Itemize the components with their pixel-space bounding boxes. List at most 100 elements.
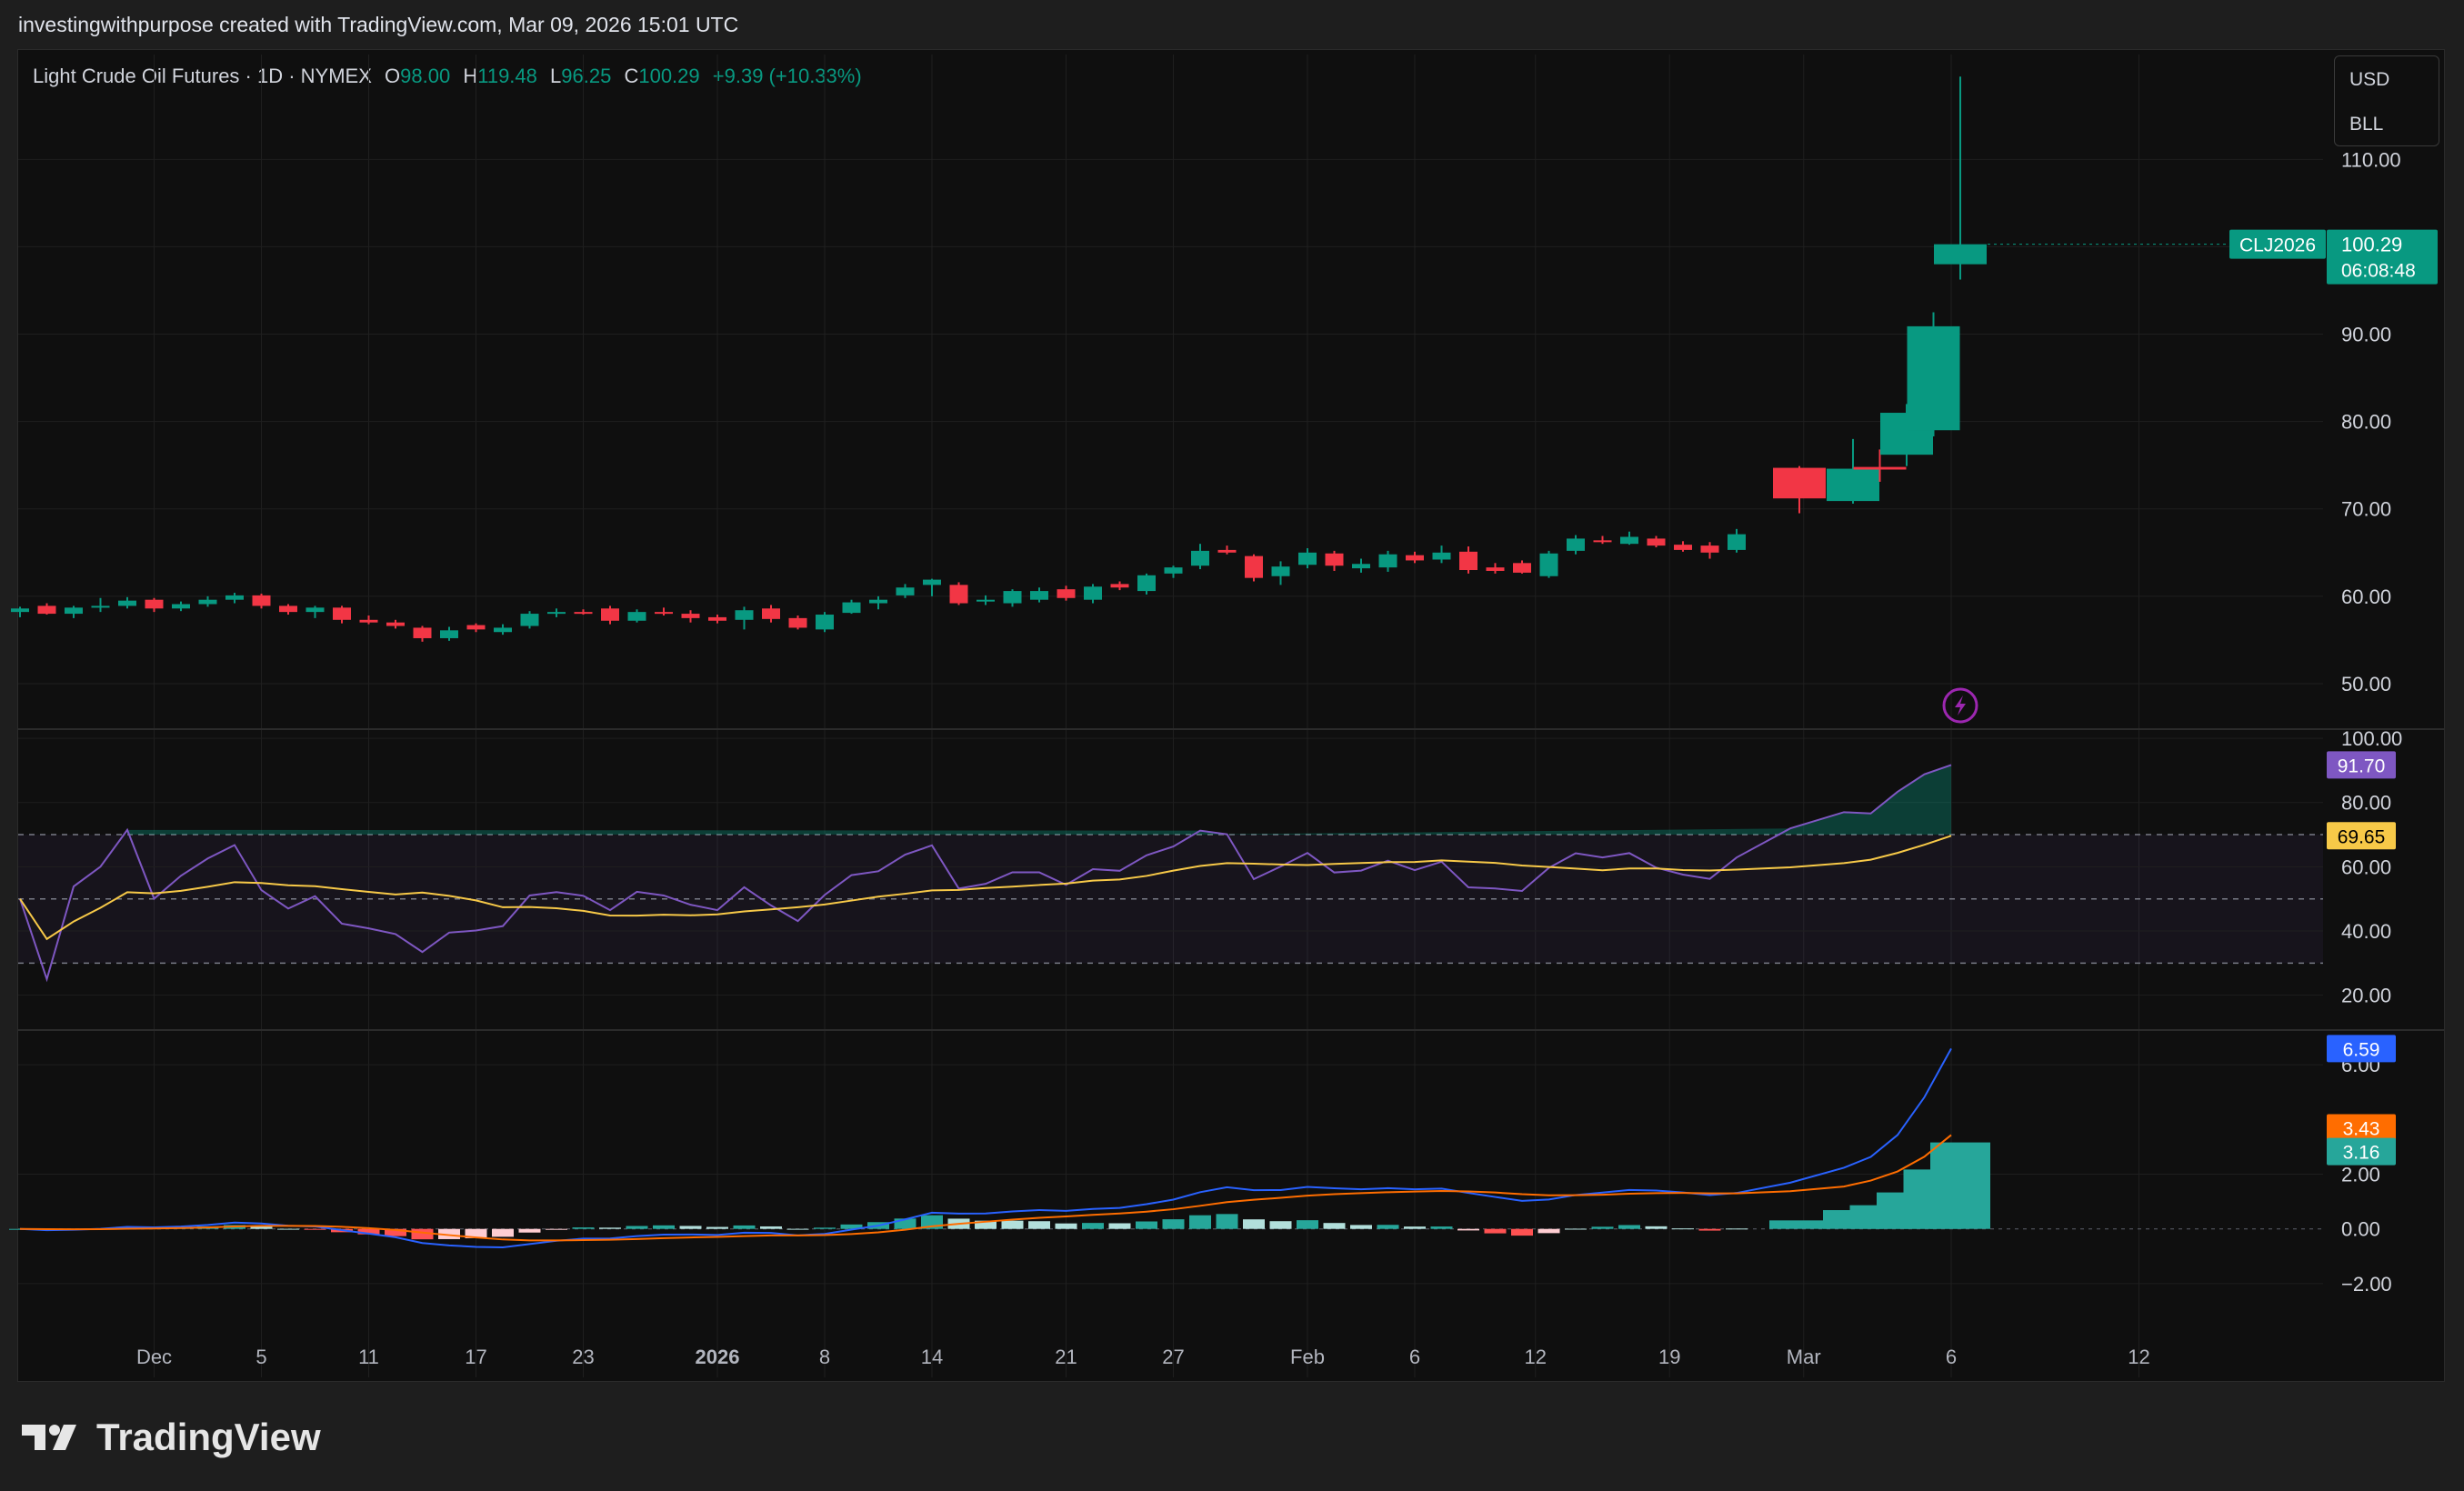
candle-body (1827, 468, 1879, 502)
macd-histogram-bar (1323, 1223, 1346, 1229)
histogram-badge (2327, 1137, 2396, 1166)
macd-histogram-bar (760, 1226, 782, 1229)
price-axis-label: 110.00 (2341, 148, 2401, 171)
macd-axis-label: −2.00 (2341, 1273, 2392, 1296)
candle-body (279, 605, 297, 613)
candle-body (977, 599, 995, 602)
macd-histogram-bar (599, 1227, 621, 1229)
rsi-axis-label: 80.00 (2341, 792, 2391, 815)
candle-body (333, 607, 351, 620)
rsi-badge (2327, 751, 2396, 779)
candle-body (1728, 534, 1746, 550)
lightning-icon-glyph (1955, 695, 1966, 715)
candle-body (923, 579, 941, 585)
macd-histogram-bar (1108, 1223, 1131, 1229)
macd-badge-label: 6.59 (2343, 1039, 2380, 1060)
macd-histogram-bar (492, 1228, 514, 1237)
signal-badge-label: 3.43 (2343, 1118, 2380, 1139)
candle-body (574, 612, 593, 615)
macd-histogram-bar (1698, 1228, 1721, 1231)
candle-body (1539, 553, 1558, 576)
x-axis-tick-label: 23 (572, 1346, 594, 1368)
candle-body (1245, 555, 1263, 578)
macd-histogram-bar (1162, 1219, 1185, 1229)
candle-body (1137, 575, 1156, 592)
high-value: 119.48 (477, 65, 537, 87)
candle-body (440, 630, 458, 638)
rsi-ma-badge-label: 69.65 (2338, 826, 2386, 847)
price-axis-label: 70.00 (2341, 498, 2391, 521)
x-axis-tick-label: 21 (1055, 1346, 1077, 1368)
macd-histogram-bar (1769, 1220, 1829, 1229)
candle-body (1620, 536, 1638, 545)
macd-histogram-bar (786, 1228, 809, 1230)
candle-body (520, 614, 539, 626)
close-value: 100.29 (638, 65, 700, 87)
price-axis-label: 90.00 (2341, 324, 2391, 346)
macd-histogram-bar (357, 1228, 380, 1235)
x-axis-tick-label: 5 (255, 1346, 266, 1368)
candle-body (1110, 584, 1129, 588)
x-axis-tick-label: 17 (465, 1346, 486, 1368)
candle-body (1907, 325, 1960, 431)
open-label: O (385, 65, 401, 87)
low-label: L (550, 65, 562, 87)
rsi-line (19, 764, 1952, 983)
chart-frame[interactable]: Light Crude Oil Futures · 1D · NYMEX O98… (17, 49, 2445, 1382)
close-label: C (624, 65, 639, 87)
candle-body (601, 608, 619, 621)
candle-body (386, 622, 405, 626)
candle-body (735, 610, 754, 620)
macd-histogram-bar (1001, 1220, 1024, 1229)
macd-histogram-bar (1457, 1228, 1479, 1231)
candle-body (1567, 538, 1585, 551)
signal-line (19, 1134, 1952, 1242)
x-axis-tick-label: 2026 (696, 1346, 740, 1368)
candle-body (198, 599, 217, 605)
candle-body (1432, 552, 1451, 560)
rsi-axis-label: 100.00 (2341, 727, 2402, 750)
candle-body (1700, 545, 1719, 553)
candle-body (359, 619, 378, 623)
macd-histogram-bar (1028, 1221, 1050, 1229)
candle-body (869, 599, 887, 604)
symbol-title: Light Crude Oil Futures · 1D · NYMEX (33, 65, 372, 87)
candle-body (1003, 591, 1022, 604)
macd-histogram-bar (1136, 1221, 1157, 1229)
macd-histogram-bar (304, 1228, 326, 1230)
candle-body (1352, 564, 1370, 569)
macd-histogram-bar (1591, 1226, 1614, 1229)
macd-histogram-bar (411, 1228, 434, 1240)
candle-body (949, 585, 968, 604)
unit-label[interactable]: BLL (2349, 114, 2384, 135)
candle-body (1674, 545, 1692, 550)
candle-body (305, 607, 325, 613)
candle-body (11, 608, 29, 613)
macd-histogram-bar (1350, 1225, 1372, 1229)
macd-badge (2327, 1035, 2396, 1063)
currency-label[interactable]: USD (2349, 69, 2390, 90)
brand-name: TradingView (96, 1416, 321, 1458)
candle-body (225, 595, 244, 600)
unit-selector[interactable]: USD BLL (2334, 55, 2439, 146)
price-badge-label: 100.29 (2341, 234, 2402, 256)
price-badge (2327, 229, 2438, 285)
x-axis-tick-label: 6 (1946, 1346, 1957, 1368)
candle-body (1773, 467, 1826, 499)
macd-histogram-bar (1377, 1225, 1399, 1229)
symbol-legend: Light Crude Oil Futures · 1D · NYMEX O98… (33, 65, 862, 88)
candle-body (252, 595, 271, 606)
macd-histogram-bar (1565, 1228, 1587, 1230)
high-label: H (463, 65, 478, 87)
candle-body (842, 602, 861, 614)
candle-body (1934, 244, 1987, 265)
macd-histogram-bar (814, 1227, 836, 1229)
signal-badge (2327, 1114, 2396, 1142)
macd-histogram-bar (1930, 1142, 1990, 1229)
macd-histogram-bar (438, 1228, 460, 1239)
rsi-overbought-fill (127, 765, 1951, 836)
rsi-axis-label: 40.00 (2341, 920, 2391, 943)
macd-histogram-bar (1537, 1228, 1560, 1234)
candle-body (1271, 566, 1290, 576)
